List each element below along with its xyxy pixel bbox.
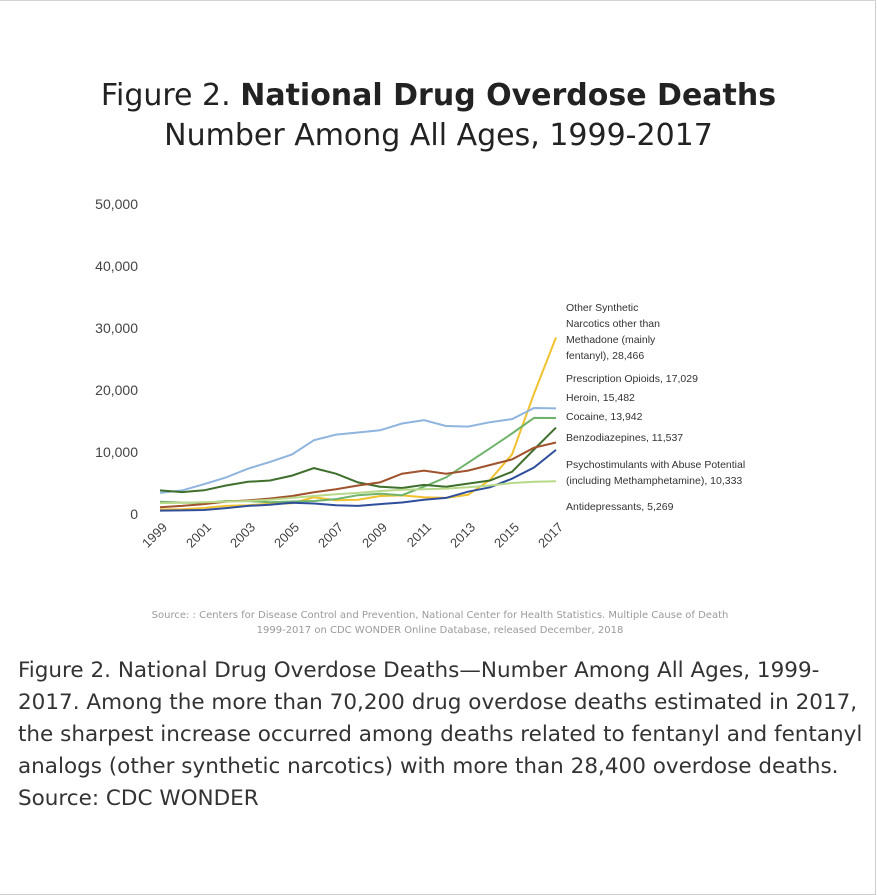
series-line-2 [159, 416, 557, 505]
x-tick-label: 2009 [359, 520, 390, 551]
series-label: Methadone (mainly [566, 334, 656, 346]
y-tick-label: 40,000 [95, 258, 138, 274]
series-line-3 [159, 426, 557, 494]
x-tick-label: 2005 [271, 520, 302, 551]
series-label: Cocaine, 13,942 [566, 411, 643, 423]
x-tick-label: 2001 [183, 520, 214, 551]
x-tick-label: 2013 [447, 520, 478, 551]
figure-caption: Figure 2. National Drug Overdose Deaths—… [18, 658, 863, 811]
y-tick-label: 10,000 [95, 444, 138, 460]
series-line-5 [159, 449, 557, 512]
series-line-4 [159, 441, 557, 509]
series-label: Antidepressants, 5,269 [566, 501, 674, 513]
y-tick-label: 50,000 [95, 196, 138, 212]
y-tick-label: 20,000 [95, 382, 138, 398]
chart-title-bold: National Drug Overdose Deaths [240, 78, 777, 113]
series-label: fentanyl), 28,466 [566, 350, 644, 362]
chart-subtitle: Number Among All Ages, 1999-2017 [164, 118, 713, 153]
x-tick-label: 2003 [227, 520, 258, 551]
overdose-line-chart: 0 10,000 20,000 30,000 40,000 50,000 1999 2001 2… [95, 196, 745, 551]
x-tick-label: 2015 [491, 520, 522, 551]
series-line-6 [159, 480, 557, 505]
y-tick-label: 30,000 [95, 320, 138, 336]
chart-source: Source: : Centers for Disease Control an… [80, 608, 800, 638]
x-tick-label: 2007 [315, 520, 346, 551]
chart-source-line-2: 1999-2017 on CDC WONDER Online Database,… [256, 625, 624, 636]
chart-title-prefix: Figure 2. [100, 78, 231, 113]
x-tick-label: 2017 [535, 520, 566, 551]
series-label: Narcotics other than [566, 318, 660, 330]
series-label: Heroin, 15,482 [566, 392, 635, 404]
chart-source-line-1: Source: : Centers for Disease Control an… [151, 610, 729, 621]
y-tick-label: 0 [130, 506, 138, 522]
series-line-1 [159, 406, 557, 494]
series-label: Other Synthetic [566, 302, 638, 314]
series-label: Psychostimulants with Abuse Potential [566, 459, 745, 471]
series-label: (including Methamphetamine), 10,333 [566, 475, 742, 487]
series-label: Prescription Opioids, 17,029 [566, 373, 698, 385]
series-label: Benzodiazepines, 11,537 [566, 432, 683, 444]
x-tick-label: 1999 [139, 520, 170, 551]
chart-title: Figure 2. National Drug Overdose Deaths [0, 78, 877, 114]
x-tick-label: 2011 [404, 520, 434, 550]
